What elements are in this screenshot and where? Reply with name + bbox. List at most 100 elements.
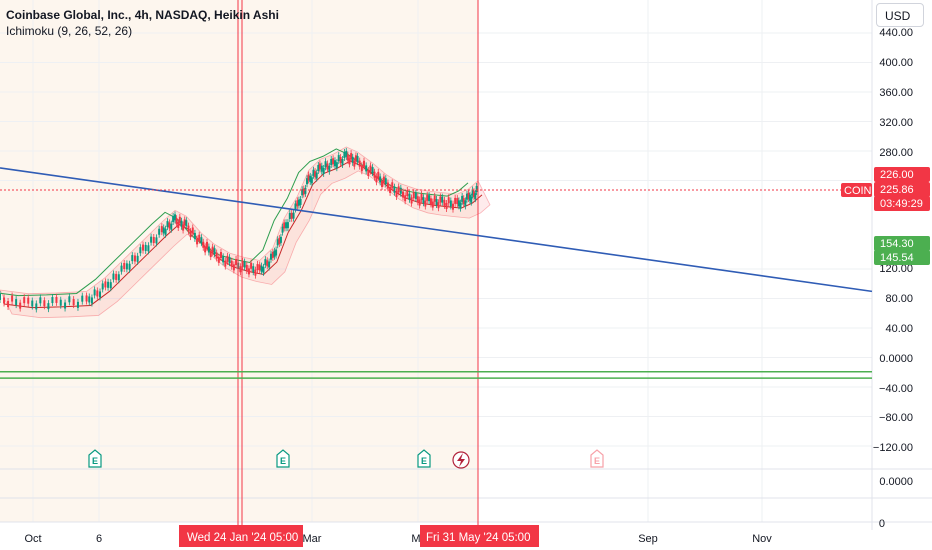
candle xyxy=(379,176,382,183)
candle xyxy=(369,165,372,172)
candle xyxy=(335,162,338,169)
candle xyxy=(90,297,93,304)
candle xyxy=(247,268,250,275)
candle xyxy=(224,260,227,267)
candle xyxy=(112,273,115,280)
candle xyxy=(99,291,102,298)
candle xyxy=(278,238,281,245)
candle xyxy=(3,297,6,304)
candle xyxy=(15,299,18,306)
candle xyxy=(373,171,376,178)
crosshair-date-tag xyxy=(179,525,303,547)
candle xyxy=(189,231,192,238)
candle xyxy=(198,234,201,241)
candle xyxy=(443,199,446,206)
candle xyxy=(360,165,363,172)
candle xyxy=(472,191,475,198)
candle xyxy=(399,187,402,194)
candle xyxy=(235,258,238,265)
candle xyxy=(429,198,432,205)
crosshair-date-tag xyxy=(420,525,539,547)
candle xyxy=(377,171,380,178)
candle xyxy=(260,265,263,272)
candle xyxy=(315,172,318,179)
candle xyxy=(254,269,257,276)
candle xyxy=(422,197,425,204)
candle xyxy=(330,159,333,166)
earnings-label: E xyxy=(92,456,98,466)
candle xyxy=(408,193,411,200)
candle xyxy=(449,200,452,207)
candle xyxy=(258,264,261,271)
candle xyxy=(307,174,310,181)
y-tick-label: 0.0000 xyxy=(879,353,913,365)
candle xyxy=(343,151,346,158)
candle xyxy=(107,281,110,288)
candle xyxy=(439,196,442,203)
candle xyxy=(348,158,351,165)
candle xyxy=(290,212,293,219)
candle xyxy=(333,160,336,167)
candle xyxy=(239,266,242,273)
candle xyxy=(152,237,155,244)
candle xyxy=(350,153,353,160)
candle xyxy=(309,175,312,182)
earnings-label: E xyxy=(421,456,427,466)
candle xyxy=(474,193,477,200)
candle xyxy=(428,195,431,202)
history-background xyxy=(0,0,478,522)
candle xyxy=(120,265,123,272)
candle xyxy=(266,260,269,267)
candle xyxy=(381,181,384,188)
candle xyxy=(317,165,320,172)
candle xyxy=(193,232,196,239)
level-tag xyxy=(874,250,930,265)
candle xyxy=(397,186,400,193)
candle xyxy=(150,236,153,243)
candle xyxy=(178,216,181,223)
lightning-icon-glyph xyxy=(457,453,465,467)
prev-price-tag-text: 226.00 xyxy=(880,169,914,181)
candle xyxy=(219,252,222,259)
candle xyxy=(297,199,300,206)
candle xyxy=(468,194,471,201)
candle xyxy=(252,266,255,273)
candle xyxy=(177,222,180,229)
candle xyxy=(294,203,297,210)
candle xyxy=(271,251,274,258)
candle xyxy=(306,178,309,185)
level-tag-text: 154.30 xyxy=(880,238,914,250)
candle xyxy=(125,263,128,270)
candle xyxy=(375,176,378,183)
candle xyxy=(168,222,171,229)
y-tick-label: 360.00 xyxy=(879,87,913,99)
candle xyxy=(200,237,203,244)
candle xyxy=(35,303,38,310)
earnings-icon xyxy=(417,449,431,468)
candle xyxy=(296,200,299,207)
candle xyxy=(211,246,214,253)
candle xyxy=(391,182,394,189)
candle xyxy=(64,302,67,309)
candle xyxy=(341,159,344,166)
last-price-tag-text: 225.86 xyxy=(880,184,914,196)
y-tick-label: 80.00 xyxy=(885,293,913,305)
candle xyxy=(185,220,188,227)
candle xyxy=(162,227,165,234)
crosshair-date-text: Wed 24 Jan '24 05:00 xyxy=(187,532,298,544)
candle xyxy=(337,155,340,162)
candle xyxy=(11,295,14,302)
trend-line xyxy=(0,167,873,293)
candle xyxy=(101,283,104,290)
y-tick-label: 320.00 xyxy=(879,117,913,129)
currency-selector[interactable]: USD xyxy=(876,3,924,27)
candle xyxy=(286,222,289,229)
candle xyxy=(339,157,342,164)
earnings-icon xyxy=(88,449,102,468)
candle xyxy=(174,214,177,221)
candle xyxy=(215,252,218,259)
indicator-label: Ichimoku (9, 26, 52, 26) xyxy=(6,24,133,38)
candle xyxy=(283,222,286,229)
candle xyxy=(226,255,229,262)
